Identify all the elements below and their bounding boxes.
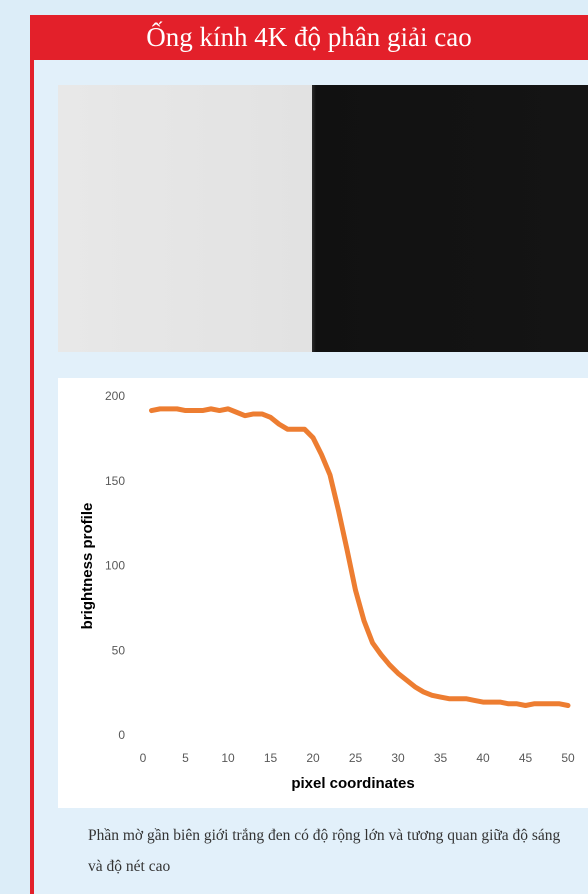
x-tick-label: 15 [264,751,278,765]
chart: pixel coordinates brightness profile 050… [58,378,588,808]
y-tick-label: 200 [105,389,125,403]
x-tick-label: 20 [306,751,320,765]
y-tick-label: 0 [118,728,125,742]
y-tick-label: 100 [105,559,125,573]
x-tick-label: 40 [476,751,490,765]
caption: Phần mờ gần biên giới trắng đen có độ rộ… [88,827,561,875]
x-tick-label: 45 [519,751,533,765]
photo-black [312,85,588,352]
y-tick-label: 50 [112,643,126,657]
x-tick-label: 25 [349,751,363,765]
header-title: Ống kính 4K độ phân giải cao [30,15,588,60]
red-border [30,15,34,894]
y-axis-label: brightness profile [79,503,96,630]
x-tick-label: 50 [561,751,575,765]
x-tick-label: 5 [182,751,189,765]
photo-white [58,85,312,352]
x-tick-label: 0 [140,751,147,765]
data-line [149,406,571,708]
x-tick-label: 10 [221,751,235,765]
x-axis-label: pixel coordinates [291,775,414,792]
x-tick-label: 30 [391,751,405,765]
x-tick-label: 35 [434,751,448,765]
y-tick-label: 150 [105,474,125,488]
